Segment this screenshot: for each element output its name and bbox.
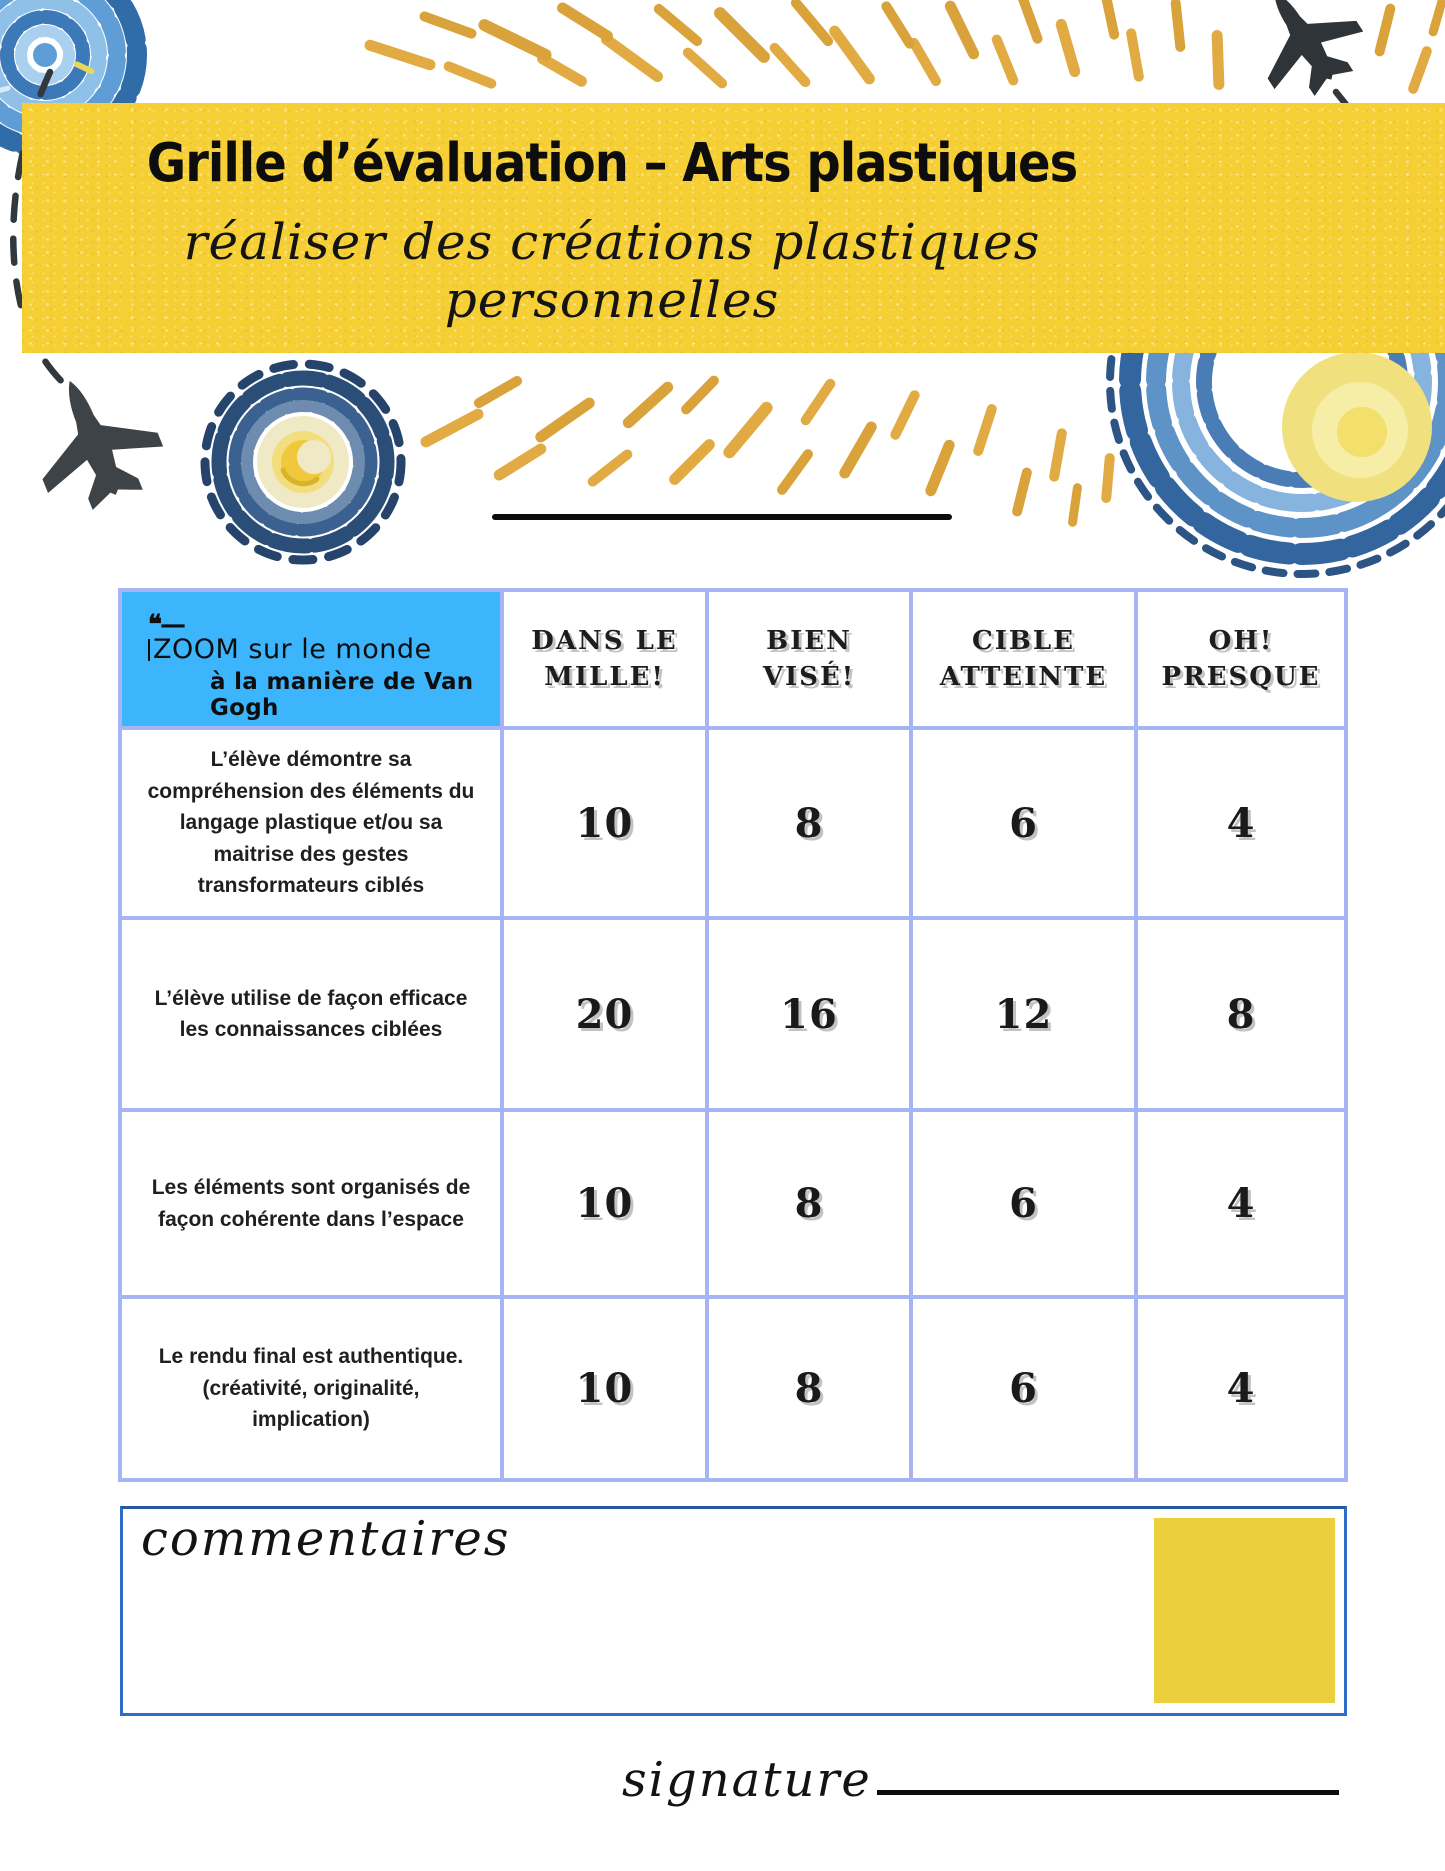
score-cell: 10 <box>500 1295 709 1482</box>
column-header-oh-presque: OH! PRESQUE <box>1134 588 1348 730</box>
score-cell: 8 <box>705 726 913 920</box>
score-cell: 4 <box>1134 1108 1348 1299</box>
project-title-line1: ZOOM sur le monde <box>148 634 486 665</box>
score-cell: 6 <box>909 1295 1138 1482</box>
project-title-line2: à la manière de Van Gogh <box>210 668 474 721</box>
score-cell: 10 <box>500 1108 709 1299</box>
project-title-cell: ❝— ZOOM sur le monde à la manière de Van… <box>118 588 504 730</box>
signature-line <box>877 1790 1339 1795</box>
criterion-cell: Le rendu final est authentique. (créativ… <box>118 1295 504 1482</box>
title-banner: Grille d’évaluation – Arts plastiques ré… <box>22 103 1445 353</box>
score-cell: 6 <box>909 1108 1138 1299</box>
criterion-cell: Les éléments sont organisés de façon coh… <box>118 1108 504 1299</box>
column-header-dans-le-mille: DANS LE MILLE! <box>500 588 709 730</box>
score-cell: 6 <box>909 726 1138 920</box>
score-cell: 16 <box>705 916 913 1112</box>
quote-tick-icon <box>148 638 150 661</box>
score-cell: 8 <box>705 1108 913 1299</box>
yellow-swatch <box>1154 1518 1335 1703</box>
score-cell: 4 <box>1134 726 1348 920</box>
page-subtitle: réaliser des créations plastiques person… <box>183 213 1041 329</box>
quote-mark-icon: ❝— <box>148 609 186 640</box>
column-header-cible-atteinte: CIBLE ATTEINTE <box>909 588 1138 730</box>
table-row: L’élève démontre sa compréhension des él… <box>118 726 1348 920</box>
evaluation-table: ❝— ZOOM sur le monde à la manière de Van… <box>118 588 1348 1482</box>
score-cell: 10 <box>500 726 709 920</box>
airplane-left-icon <box>12 357 176 524</box>
comments-label: commentaires <box>141 1511 511 1567</box>
table-row: Le rendu final est authentique. (créativ… <box>118 1295 1348 1482</box>
table-row: Les éléments sont organisés de façon coh… <box>118 1108 1348 1299</box>
score-cell: 20 <box>500 916 709 1112</box>
table-row: L’élève utilise de façon efficace les co… <box>118 916 1348 1112</box>
brush-strokes-top <box>364 0 1445 94</box>
score-cell: 8 <box>1134 916 1348 1112</box>
column-header-bien-vise: BIEN VISÉ! <box>705 588 913 730</box>
page-title: Grille d’évaluation – Arts plastiques <box>146 131 1078 195</box>
criterion-cell: L’élève démontre sa compréhension des él… <box>118 726 504 920</box>
airplane-right-icon <box>1230 0 1379 113</box>
score-cell: 4 <box>1134 1295 1348 1482</box>
moon-swirl <box>200 359 406 565</box>
comments-box: commentaires <box>120 1506 1347 1716</box>
score-cell: 8 <box>705 1295 913 1482</box>
score-cell: 12 <box>909 916 1138 1112</box>
criterion-cell: L’élève utilise de façon efficace les co… <box>118 916 504 1112</box>
header-row: ❝— ZOOM sur le monde à la manière de Van… <box>118 588 1348 730</box>
brush-strokes-bottom <box>420 375 1115 527</box>
signature-label: signature <box>622 1752 872 1808</box>
name-line <box>492 514 952 520</box>
